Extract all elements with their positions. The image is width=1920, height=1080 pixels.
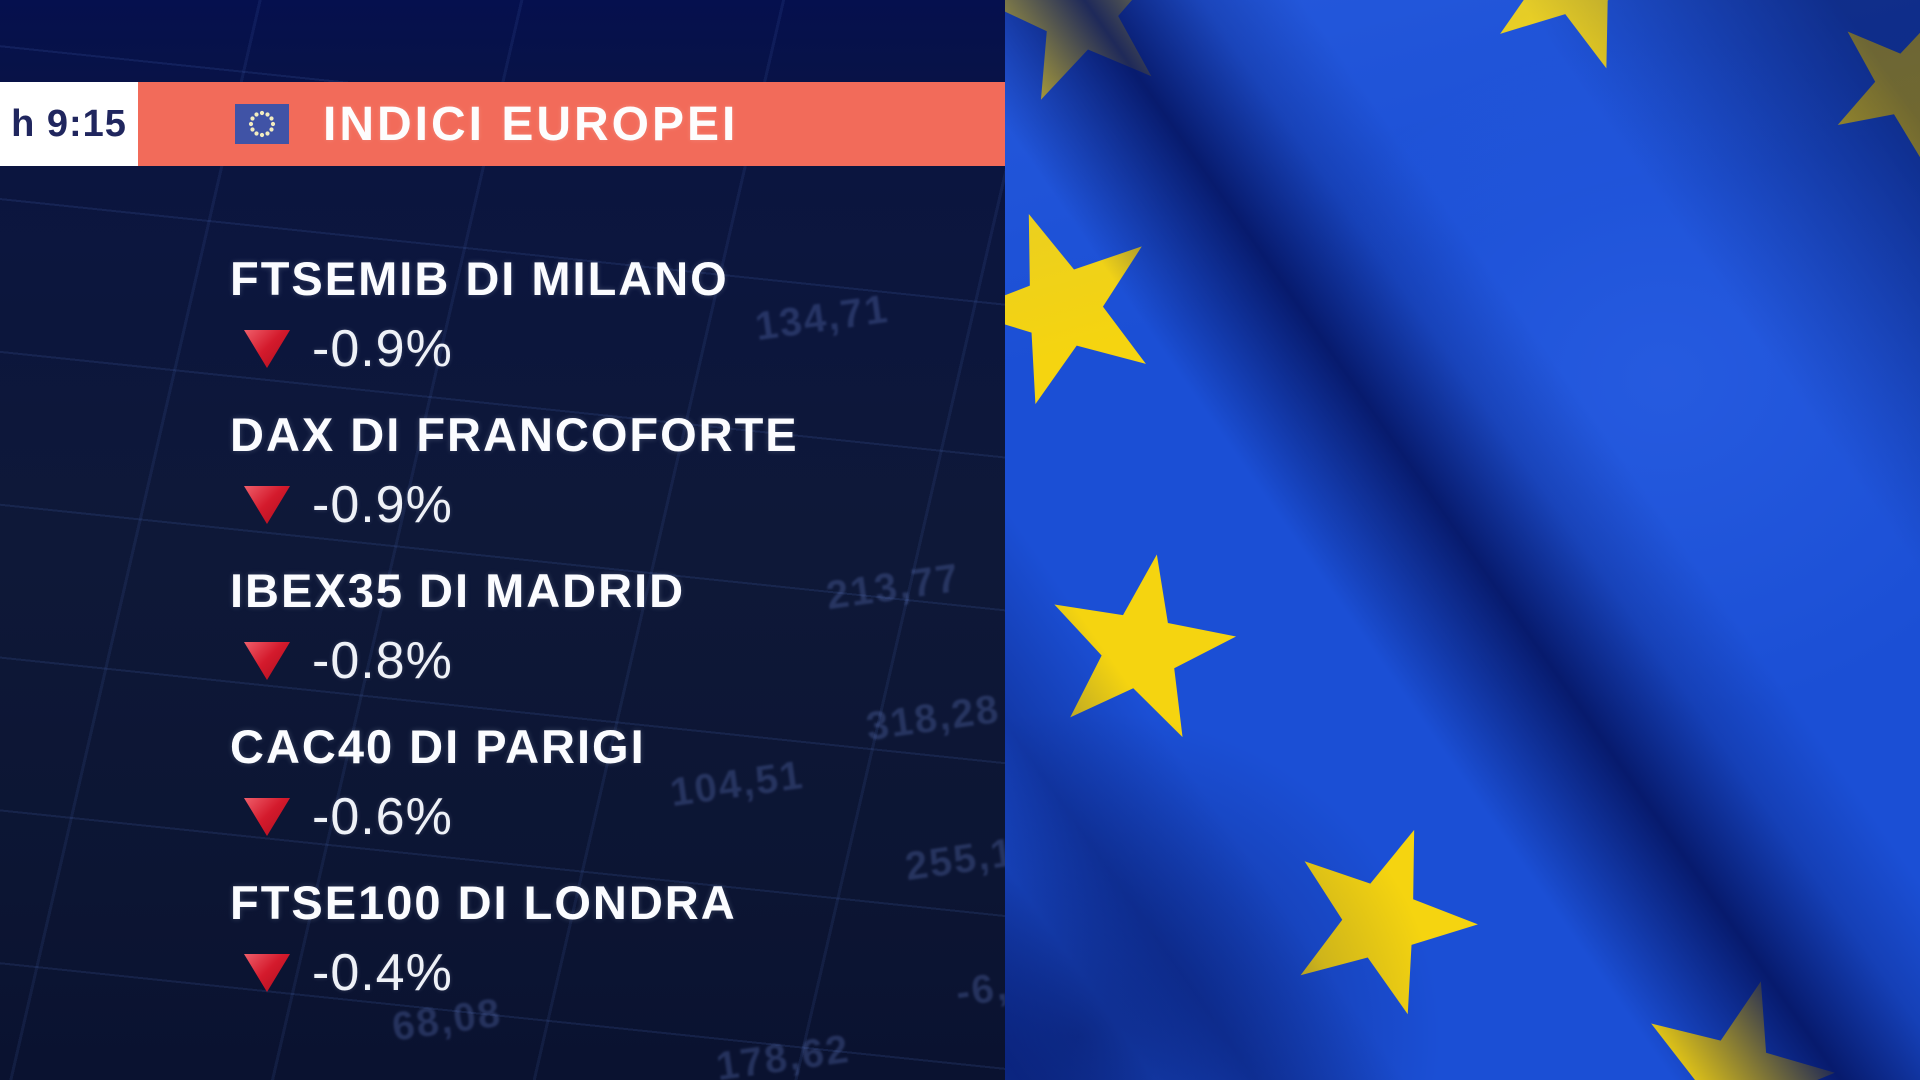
index-name: FTSE100 DI LONDRA — [230, 876, 737, 929]
down-arrow-icon — [244, 486, 290, 524]
index-row-ftse100: FTSE100 DI LONDRA -0.4% — [230, 879, 970, 999]
index-row-dax: DAX DI FRANCOFORTE -0.9% — [230, 411, 970, 531]
index-name: FTSEMIB DI MILANO — [230, 252, 729, 305]
index-name: DAX DI FRANCOFORTE — [230, 408, 799, 461]
title-bar: INDICI EUROPEI — [138, 82, 1005, 166]
index-value-line: -0.8% — [230, 635, 970, 687]
header-bar: h 9:15 INDICI EUROPEI — [0, 82, 1005, 166]
index-name: CAC40 DI PARIGI — [230, 720, 646, 773]
index-change: -0.9% — [312, 476, 453, 534]
flag-fold-shading — [1005, 0, 1920, 1080]
index-value-line: -0.9% — [230, 323, 970, 375]
index-change: -0.8% — [312, 632, 453, 690]
index-value-line: -0.6% — [230, 791, 970, 843]
down-arrow-icon — [244, 330, 290, 368]
down-arrow-icon — [244, 642, 290, 680]
time-box: h 9:15 — [0, 82, 138, 166]
index-value-line: -0.9% — [230, 479, 970, 531]
background-grid-texture — [0, 0, 1005, 1080]
eu-flag-image — [1005, 0, 1920, 1080]
index-value-line: -0.4% — [230, 947, 970, 999]
index-change: -0.9% — [312, 320, 453, 378]
index-row-cac40: CAC40 DI PARIGI -0.6% — [230, 723, 970, 843]
index-name: IBEX35 DI MADRID — [230, 564, 686, 617]
down-arrow-icon — [244, 954, 290, 992]
down-arrow-icon — [244, 798, 290, 836]
time-label: h 9:15 — [11, 102, 127, 145]
eu-flag-icon — [235, 104, 289, 144]
index-row-ibex35: IBEX35 DI MADRID -0.8% — [230, 567, 970, 687]
indices-panel: 134,71 213,77 318,28 104,51 255,10 -6,8 … — [0, 0, 1005, 1080]
index-change: -0.4% — [312, 944, 453, 1002]
page-title: INDICI EUROPEI — [323, 97, 739, 151]
index-row-ftsemib: FTSEMIB DI MILANO -0.9% — [230, 255, 970, 375]
index-change: -0.6% — [312, 788, 453, 846]
